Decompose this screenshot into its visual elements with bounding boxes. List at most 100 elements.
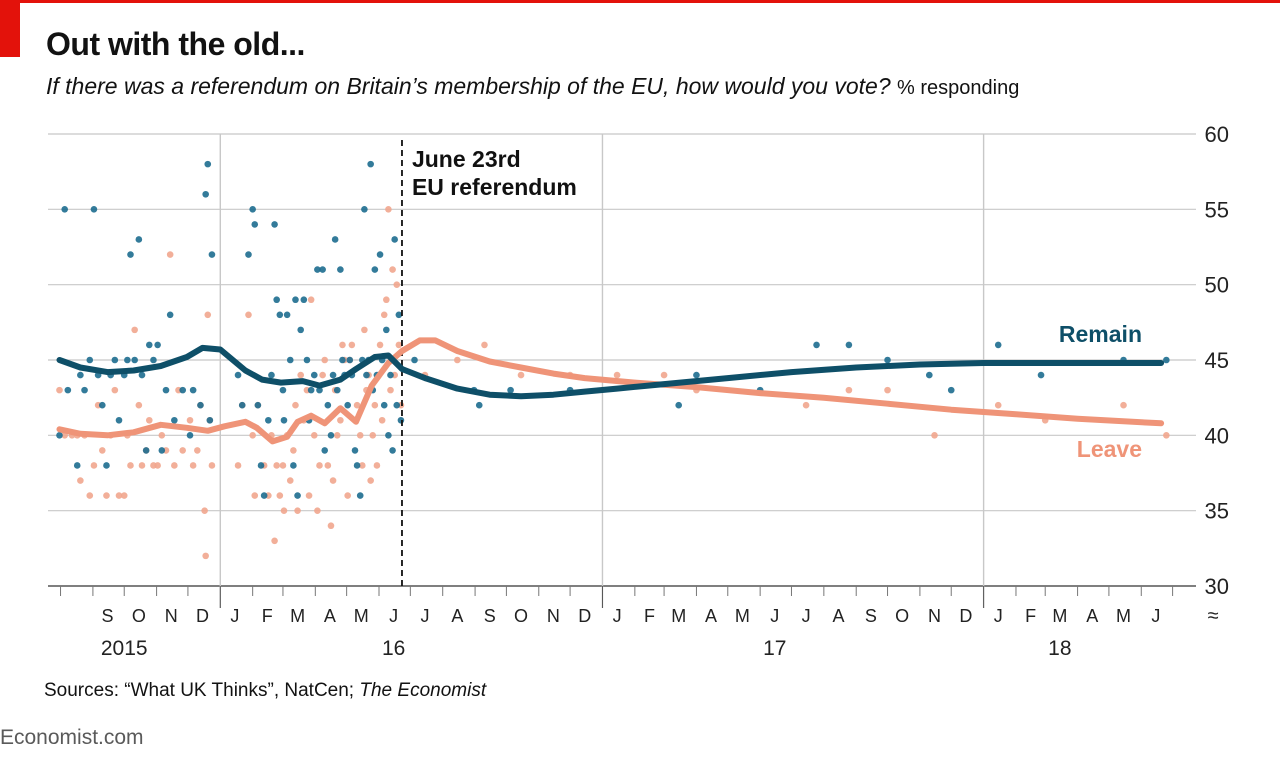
remain-poll-point: [145, 341, 153, 349]
remain-poll-point: [260, 492, 268, 499]
remain-poll-point: [361, 206, 368, 213]
remain-poll-point: [86, 356, 94, 364]
leave-poll-point: [120, 492, 128, 499]
remain-poll-point: [367, 160, 374, 168]
leave-poll-point: [339, 341, 346, 349]
month-label: F: [1025, 606, 1036, 626]
month-label: M: [671, 606, 686, 626]
remain-poll-point: [254, 401, 262, 409]
month-label: F: [262, 606, 273, 626]
remain-poll-point: [321, 447, 329, 454]
month-label: J: [1151, 606, 1160, 626]
leave-poll-point: [290, 447, 297, 454]
remain-poll-point: [391, 236, 398, 243]
leave-poll-point: [389, 266, 396, 273]
leave-poll-point: [1120, 401, 1127, 409]
leave-poll-point: [171, 462, 178, 469]
chart-subtitle: If there was a referendum on Britain’s m…: [46, 73, 1019, 100]
leave-poll-point: [385, 206, 392, 213]
y-tick-label: 40: [1205, 423, 1229, 448]
remain-poll-point: [353, 462, 361, 469]
leave-poll-point: [356, 432, 364, 439]
remain-poll-point: [186, 432, 194, 439]
remain-poll-point: [292, 296, 299, 304]
remain-poll-point: [329, 371, 337, 379]
month-label: N: [165, 606, 178, 626]
remain-poll-point: [273, 296, 280, 304]
remain-poll-point: [166, 311, 174, 319]
month-label: S: [865, 606, 877, 626]
leave-poll-point: [383, 296, 390, 304]
remain-poll-point: [380, 401, 388, 409]
red-tag: [0, 0, 20, 57]
month-label: F: [644, 606, 655, 626]
remain-poll-point: [316, 386, 323, 394]
leave-poll-point: [115, 492, 123, 499]
source-publication: The Economist: [359, 680, 487, 701]
leave-poll-point: [249, 432, 256, 439]
leave-poll-point: [333, 432, 341, 439]
leave-poll-point: [380, 311, 388, 319]
remain-poll-point: [171, 416, 178, 424]
year-label: 16: [382, 637, 405, 660]
remain-poll-point: [376, 251, 384, 258]
remain-poll-point: [813, 341, 820, 349]
remain-poll-point: [675, 401, 682, 409]
remain-poll-point: [303, 356, 311, 364]
leave-poll-point: [376, 341, 384, 349]
leave-poll-point: [314, 507, 321, 514]
leave-poll-point: [517, 371, 525, 379]
remain-poll-point: [346, 356, 354, 364]
remain-poll-point: [393, 401, 401, 409]
leave-poll-point: [127, 462, 134, 469]
subtitle-question: If there was a referendum on Britain’s m…: [46, 73, 891, 99]
year-label: 18: [1048, 637, 1071, 660]
month-label: N: [547, 606, 560, 626]
leave-poll-point: [329, 477, 337, 484]
leave-poll-point: [1163, 432, 1170, 439]
month-label: J: [420, 606, 429, 626]
axis-break-icon: ≈: [1208, 605, 1219, 627]
remain-poll-point: [331, 236, 339, 243]
remain-poll-point: [693, 371, 700, 379]
month-label: D: [578, 606, 591, 626]
remain-poll-point: [64, 386, 72, 394]
leave-poll-point: [373, 462, 381, 469]
leave-poll-point: [369, 432, 377, 439]
leave-poll-point: [208, 462, 216, 469]
year-label: 17: [763, 637, 786, 660]
leave-poll-point: [994, 401, 1002, 409]
subtitle-unit: % responding: [897, 77, 1020, 99]
month-label: J: [994, 606, 1003, 626]
leave-poll-point: [158, 432, 166, 439]
remain-poll-point: [475, 401, 483, 409]
remain-poll-point: [1037, 371, 1045, 379]
remain-poll-point: [271, 221, 278, 228]
leave-poll-point: [245, 311, 252, 319]
remain-poll-point: [158, 447, 166, 454]
remain-poll-point: [115, 416, 123, 424]
month-label: A: [1086, 606, 1098, 626]
remain-poll-point: [234, 371, 242, 379]
remain-poll-point: [327, 432, 335, 439]
leave-poll-point: [393, 281, 401, 288]
remain-poll-point: [154, 341, 161, 349]
remain-poll-point: [363, 371, 370, 379]
remain-poll-point: [162, 386, 170, 394]
month-label: J: [230, 606, 239, 626]
remain-poll-point: [339, 356, 346, 364]
month-label: S: [102, 606, 114, 626]
remain-poll-point: [81, 386, 88, 394]
remain-poll-point: [337, 266, 344, 273]
remain-poll-point: [179, 386, 187, 394]
remain-poll-point: [947, 386, 955, 394]
remain-poll-point: [290, 462, 297, 469]
leave-poll-point: [111, 386, 119, 394]
remain-poll-point: [135, 236, 143, 243]
month-label: J: [802, 606, 811, 626]
remain-poll-point: [206, 416, 214, 424]
leave-poll-point: [135, 401, 143, 409]
month-label: A: [832, 606, 844, 626]
leave-poll-point: [103, 492, 110, 499]
remain-poll-point: [286, 356, 294, 364]
